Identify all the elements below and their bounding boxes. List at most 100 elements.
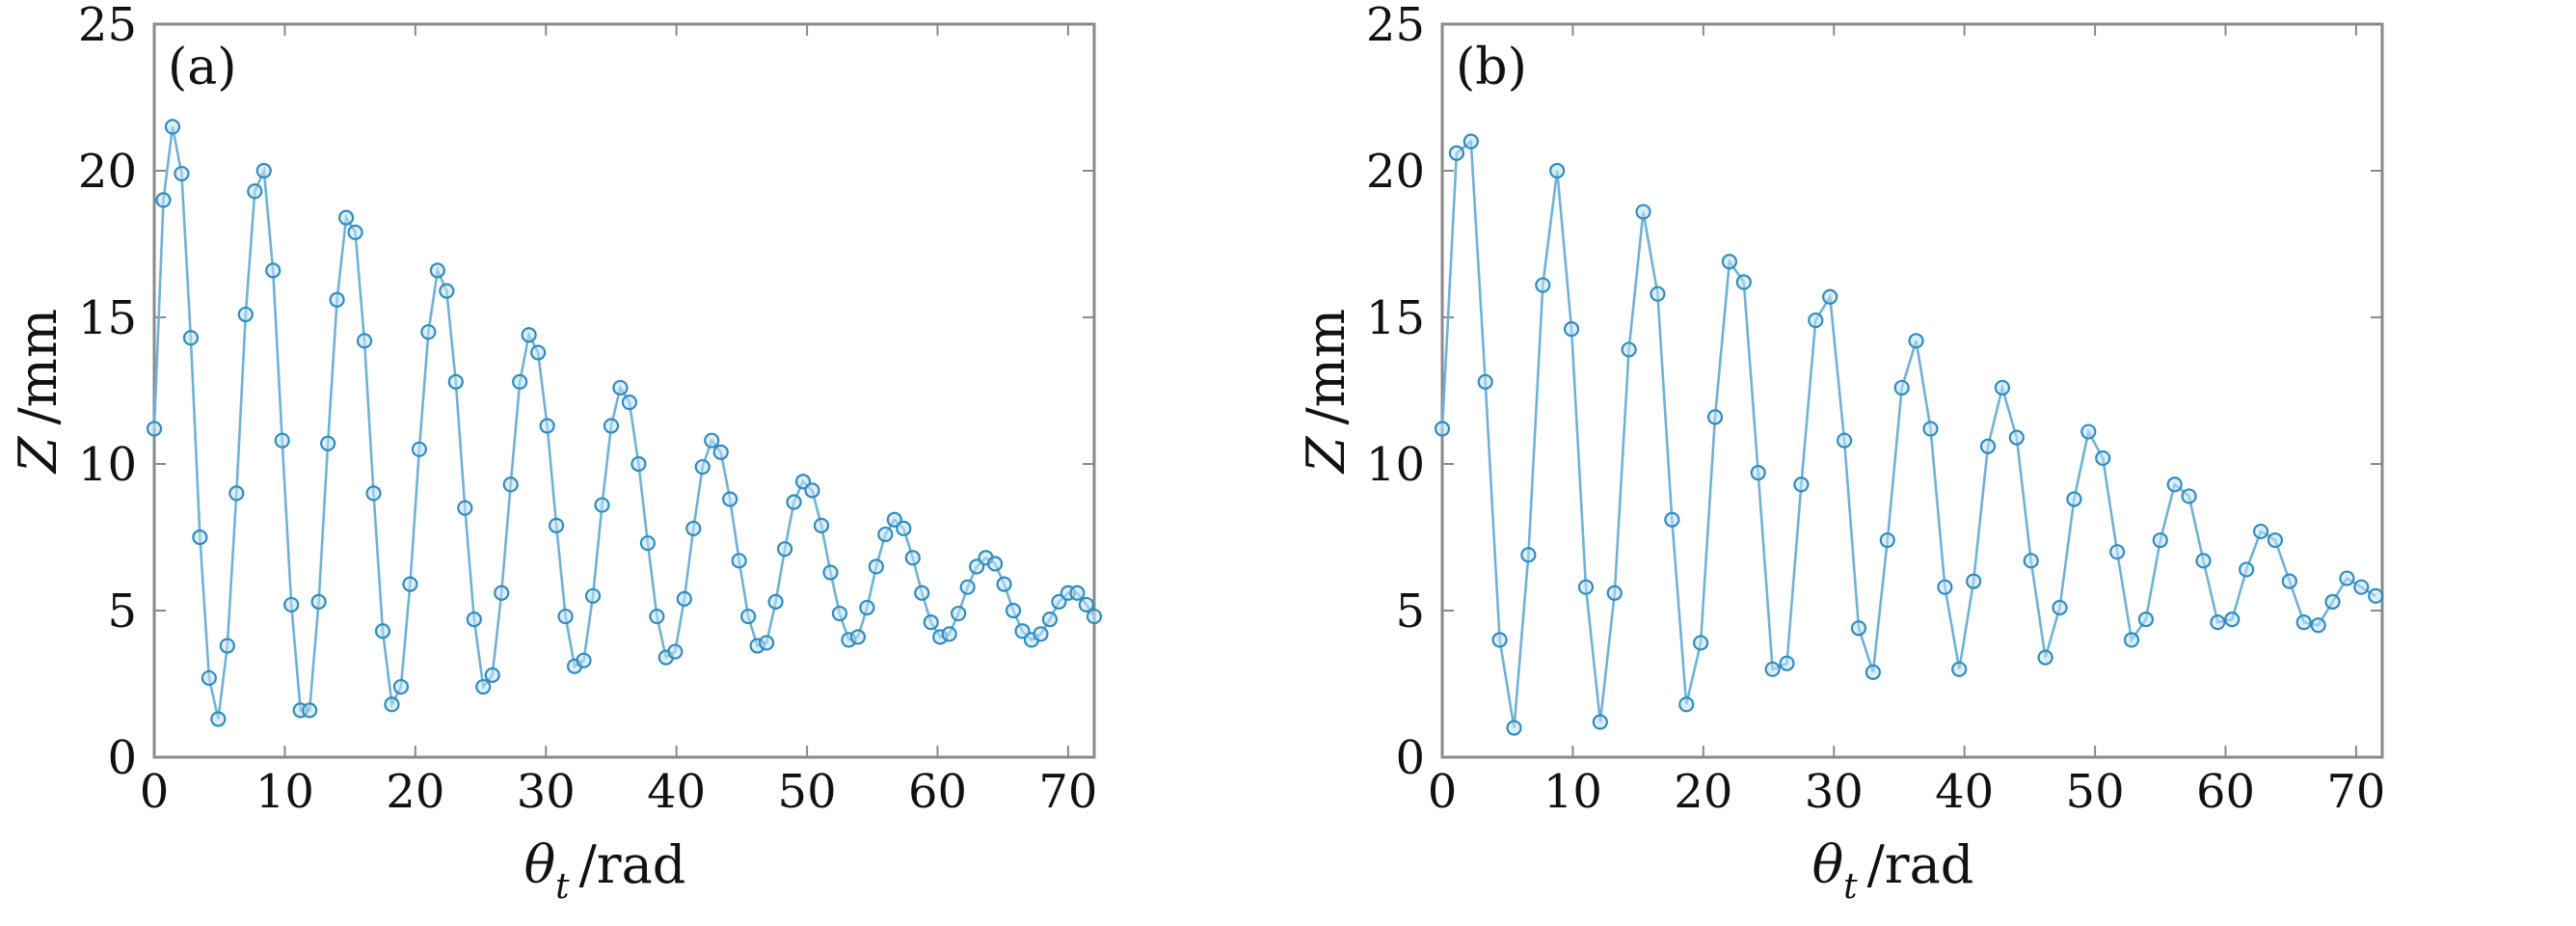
data-point bbox=[1793, 477, 1810, 493]
data-point bbox=[310, 593, 327, 610]
data-point bbox=[1836, 432, 1853, 449]
x-tick-label: 0 bbox=[140, 765, 170, 819]
data-point bbox=[247, 183, 263, 200]
data-point bbox=[146, 421, 163, 437]
data-point bbox=[302, 702, 318, 719]
data-point bbox=[2267, 531, 2284, 549]
data-point bbox=[2324, 593, 2341, 610]
y-tick-label: 15 bbox=[78, 291, 137, 345]
data-point bbox=[639, 534, 656, 552]
x-tick-label: 20 bbox=[1674, 765, 1732, 819]
data-point bbox=[2152, 531, 2168, 549]
data-point bbox=[1535, 277, 1551, 293]
data-point bbox=[776, 541, 793, 558]
y-tick-label: 20 bbox=[78, 145, 137, 199]
x-tick-label: 30 bbox=[1805, 765, 1864, 819]
data-point bbox=[1893, 379, 1910, 396]
data-point bbox=[2052, 599, 2068, 616]
data-point bbox=[265, 262, 282, 279]
data-point bbox=[731, 553, 747, 569]
data-point bbox=[429, 262, 445, 279]
data-point bbox=[283, 596, 300, 613]
data-point bbox=[548, 517, 565, 533]
data-point bbox=[329, 291, 345, 308]
data-point bbox=[2368, 587, 2384, 604]
data-point bbox=[1951, 661, 1968, 677]
y-axis-unit: /mm bbox=[8, 309, 68, 425]
data-point bbox=[822, 564, 839, 581]
data-point bbox=[914, 585, 930, 601]
data-point bbox=[255, 162, 272, 179]
data-point bbox=[694, 458, 711, 476]
data-point bbox=[712, 444, 729, 460]
data-point bbox=[484, 667, 500, 683]
data-point bbox=[192, 529, 208, 546]
plot-frame bbox=[152, 22, 1096, 759]
data-point bbox=[557, 608, 574, 625]
data-point bbox=[1966, 573, 1982, 589]
data-point bbox=[475, 678, 492, 695]
data-point bbox=[201, 669, 217, 687]
x-tick-label: 70 bbox=[2326, 765, 2385, 819]
data-point bbox=[1041, 612, 1059, 628]
data-point bbox=[2137, 612, 2154, 628]
x-tick-label: 0 bbox=[1428, 765, 1458, 819]
data-point bbox=[584, 587, 602, 604]
data-point bbox=[155, 192, 172, 208]
y-tick-label: 25 bbox=[78, 0, 137, 52]
data-point bbox=[859, 599, 875, 616]
chart-b: 0 10 20 30 40 50 60 70 0 5 10 15 20 25 (b) θt/rad Z/mm bbox=[1296, 0, 2385, 907]
data-point bbox=[667, 643, 684, 660]
data-point bbox=[786, 494, 802, 510]
data-point bbox=[576, 652, 592, 668]
data-point bbox=[420, 324, 437, 340]
data-point bbox=[1577, 579, 1595, 595]
y-tick-label: 25 bbox=[1366, 0, 1425, 52]
data-point bbox=[1033, 626, 1049, 642]
y-axis-unit: /mm bbox=[1296, 309, 1356, 425]
data-point bbox=[2353, 579, 2370, 595]
x-tick-label: 40 bbox=[1935, 765, 1994, 819]
data-point bbox=[2195, 553, 2212, 569]
data-point bbox=[1014, 623, 1031, 640]
data-point bbox=[365, 485, 382, 502]
y-axis-symbol: Z bbox=[1296, 435, 1356, 475]
data-point bbox=[512, 373, 528, 390]
data-point bbox=[164, 119, 181, 135]
data-point bbox=[1908, 333, 1924, 349]
y-axis-label: Z/mm bbox=[8, 309, 68, 475]
data-point bbox=[2224, 612, 2241, 628]
data-point bbox=[2295, 614, 2312, 631]
data-point bbox=[831, 605, 848, 622]
data-point bbox=[1922, 421, 1939, 437]
data-point bbox=[1506, 720, 1522, 736]
x-axis-unit: /rad bbox=[579, 834, 686, 895]
x-axis-unit: /rad bbox=[1867, 834, 1974, 895]
data-point bbox=[494, 585, 510, 601]
data-point bbox=[868, 558, 884, 575]
data-point bbox=[969, 558, 985, 575]
data-point bbox=[1664, 511, 1680, 528]
x-axis-subscript: t bbox=[1843, 867, 1858, 907]
data-point bbox=[1069, 585, 1086, 601]
data-point bbox=[1779, 655, 1795, 671]
data-point bbox=[904, 550, 921, 566]
data-point bbox=[886, 511, 902, 528]
x-tick-label: 30 bbox=[517, 765, 576, 819]
data-point bbox=[2095, 449, 2111, 467]
data-point bbox=[923, 614, 939, 631]
data-point bbox=[1937, 579, 1953, 595]
data-point bbox=[392, 678, 410, 695]
data-point bbox=[1462, 133, 1479, 150]
data-point bbox=[1721, 254, 1738, 270]
data-point bbox=[1078, 596, 1094, 613]
data-point bbox=[621, 395, 638, 411]
data-point bbox=[649, 608, 665, 625]
data-point bbox=[2281, 573, 2297, 589]
data-point bbox=[1808, 312, 1824, 329]
y-tick-label: 5 bbox=[1395, 585, 1425, 639]
panel-label: (b) bbox=[1456, 39, 1527, 96]
data-point bbox=[685, 520, 702, 536]
y-tick-label: 10 bbox=[1366, 438, 1425, 492]
data-point bbox=[951, 605, 967, 622]
